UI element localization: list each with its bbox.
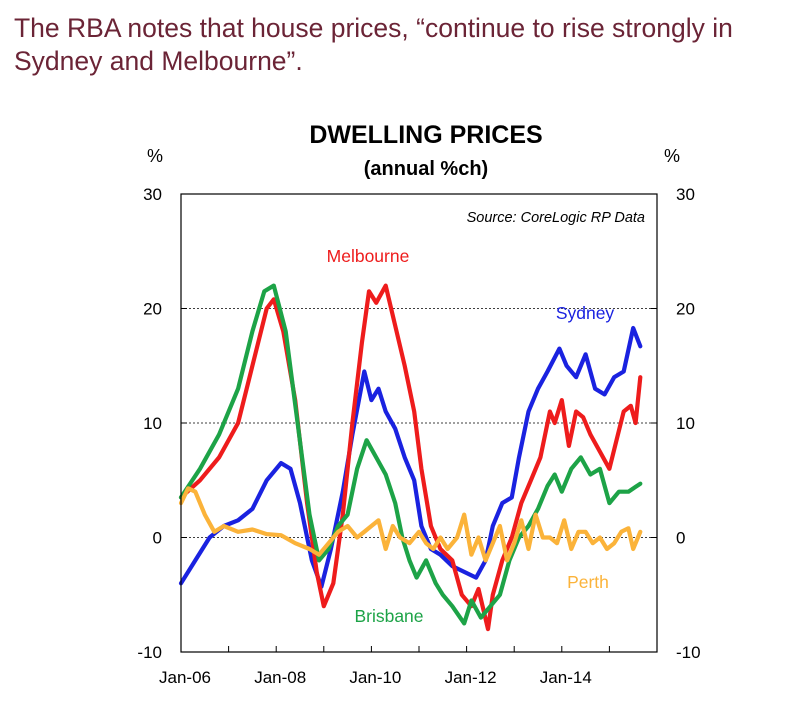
source-note: Source: CoreLogic RP Data [467, 210, 645, 226]
series-label-perth: Perth [567, 572, 609, 592]
left-ytick-label: 0 [153, 529, 162, 548]
left-ytick-label: 10 [143, 414, 162, 433]
chart-subtitle: (annual %ch) [364, 158, 488, 180]
series-label-melbourne: Melbourne [327, 246, 410, 266]
right-ytick-label: 20 [676, 300, 695, 319]
xtick-label: Jan-06 [159, 668, 211, 687]
right-ytick-label: 10 [676, 414, 695, 433]
series-line-brisbane [178, 283, 643, 626]
left-ytick-label: 30 [143, 185, 162, 204]
xtick-label: Jan-08 [254, 668, 306, 687]
chart-title: DWELLING PRICES [309, 121, 542, 149]
slide-headline: The RBA notes that house prices, “contin… [14, 13, 733, 76]
left-ytick-label: 20 [143, 300, 162, 319]
left-axis-unit: % [147, 146, 163, 166]
left-ytick-label: -10 [137, 643, 162, 662]
series-line-sydney [178, 325, 643, 589]
series-line-perth [178, 486, 643, 563]
series-label-brisbane: Brisbane [354, 606, 423, 626]
xtick-label: Jan-10 [349, 668, 401, 687]
series-label-sydney: Sydney [556, 303, 615, 323]
right-ytick-label: 30 [676, 185, 695, 204]
right-axis-unit: % [664, 146, 680, 166]
xtick-label: Jan-12 [445, 668, 497, 687]
right-ytick-label: 0 [676, 529, 685, 548]
xtick-label: Jan-14 [540, 668, 592, 687]
right-ytick-label: -10 [676, 643, 701, 662]
